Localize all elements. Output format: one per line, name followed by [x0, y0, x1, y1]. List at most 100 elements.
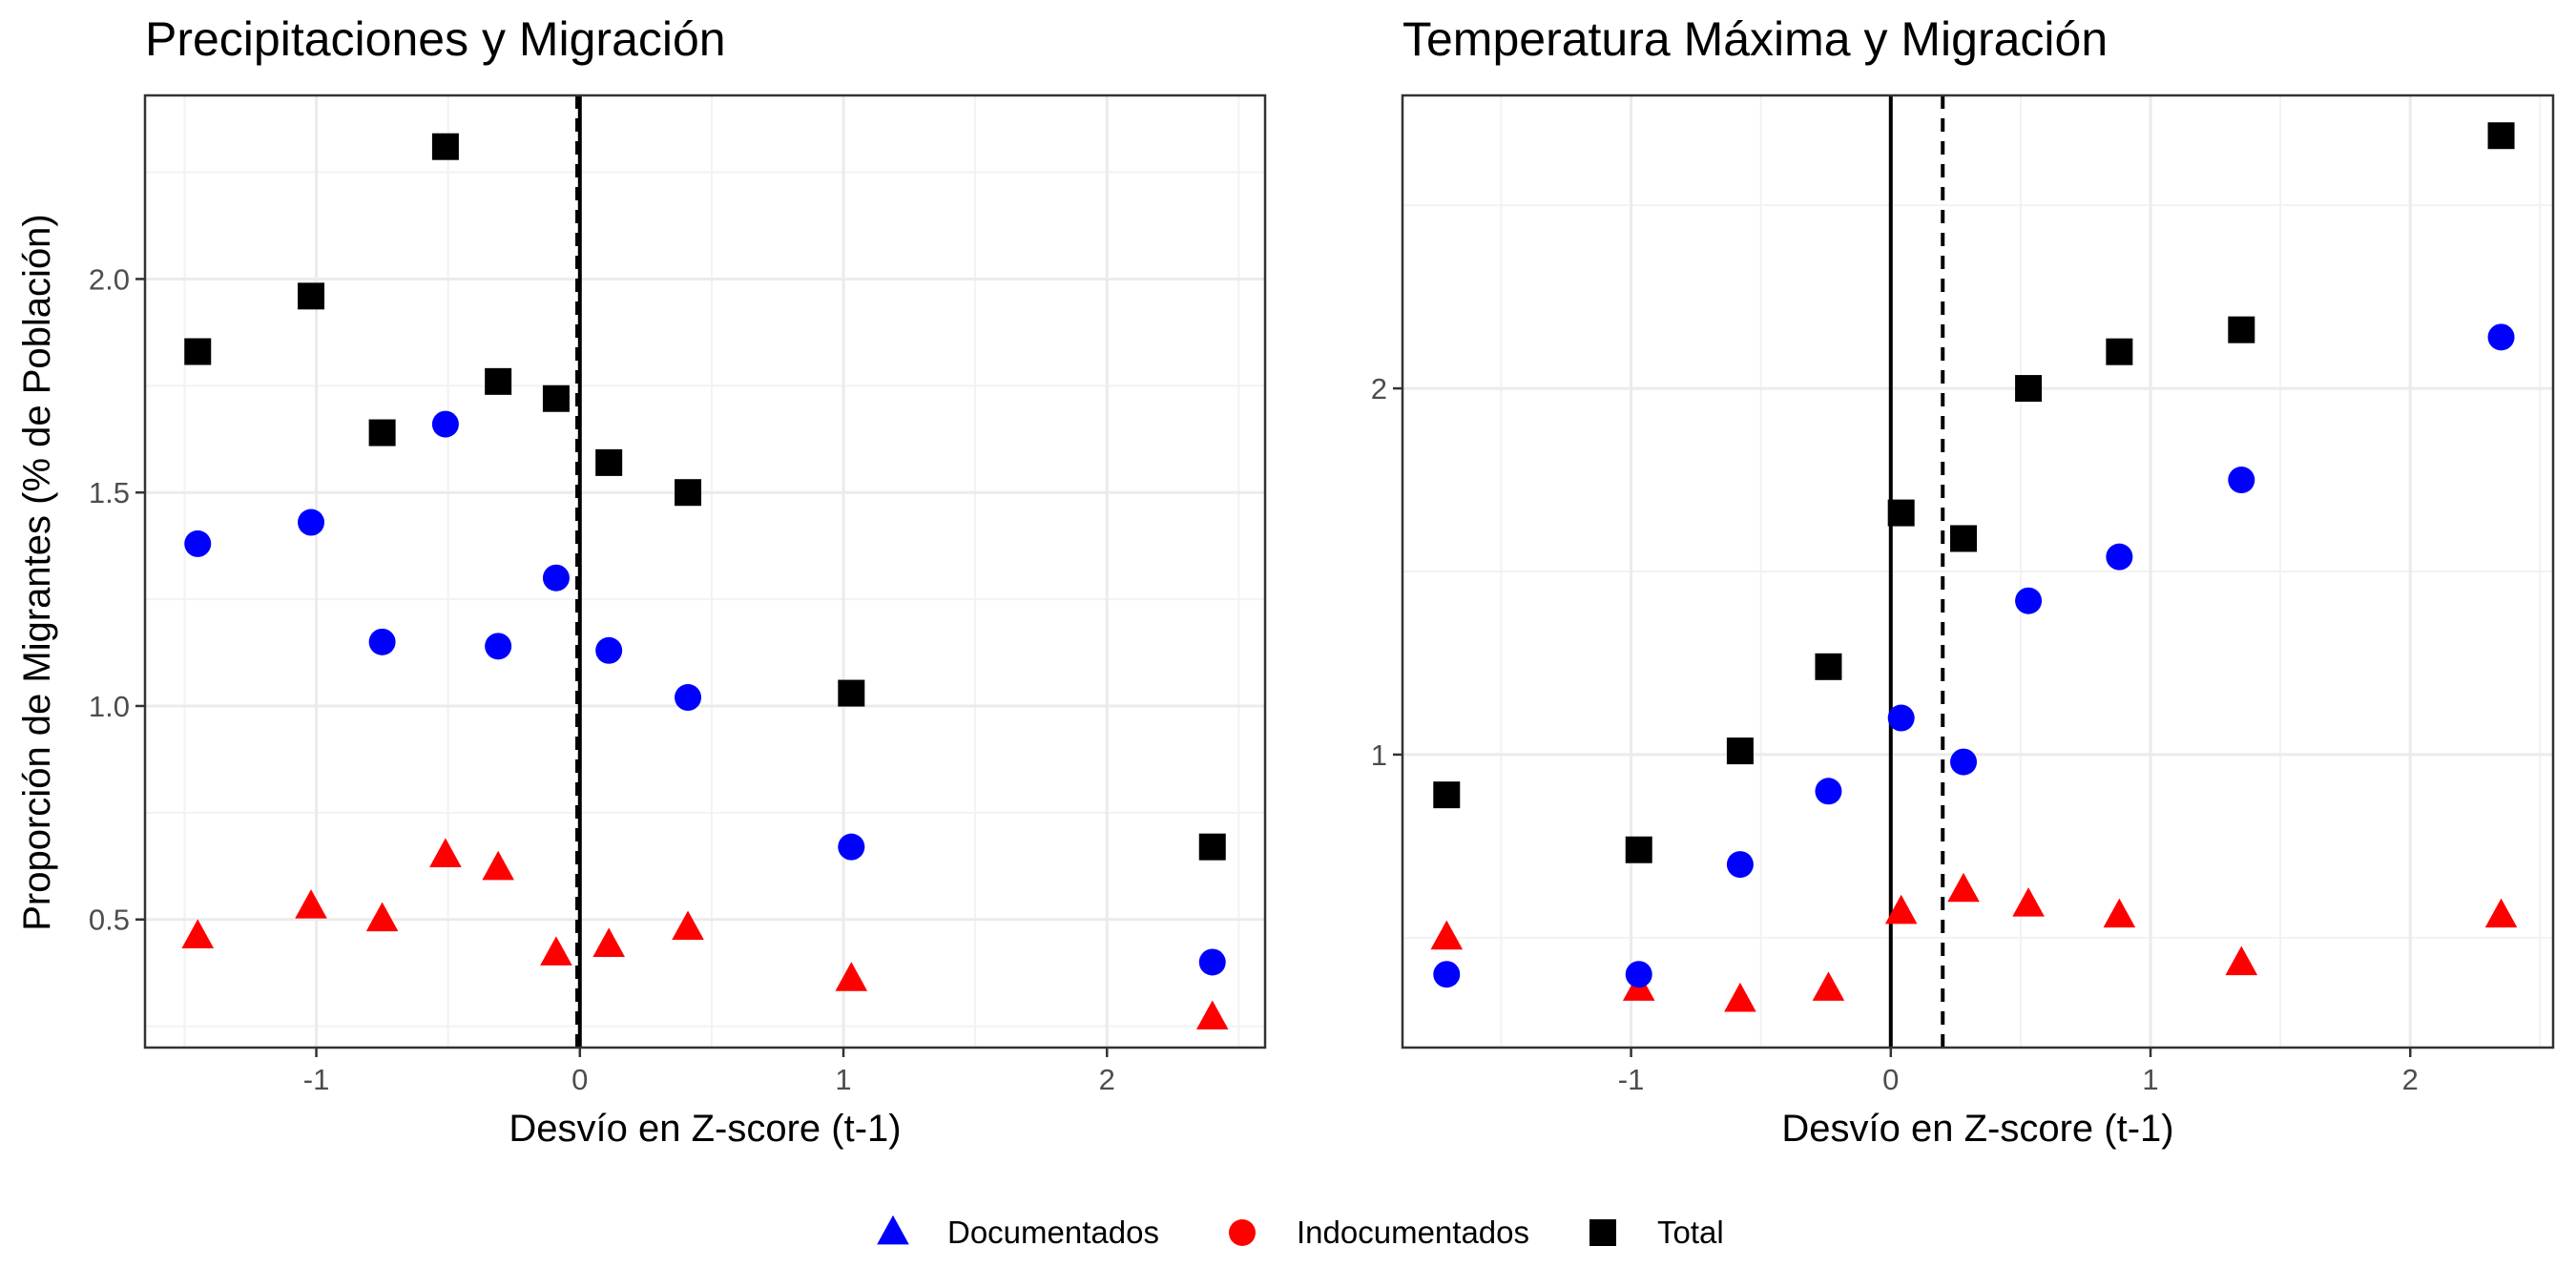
series-triangle — [181, 838, 1229, 1030]
grid — [145, 95, 1265, 1048]
data-point-triangle — [365, 902, 399, 932]
series-square — [1433, 122, 2515, 863]
data-point-square — [1726, 737, 1754, 765]
x-tick-label: 1 — [835, 1063, 851, 1096]
data-point-triangle — [1947, 872, 1980, 903]
data-point-square — [675, 479, 702, 507]
data-point-circle — [595, 636, 623, 664]
data-point-circle — [1625, 961, 1652, 988]
x-tick-label: -1 — [303, 1063, 330, 1096]
data-point-circle — [2106, 543, 2133, 571]
y-tick-label: 0.5 — [89, 904, 130, 937]
data-point-triangle — [295, 889, 327, 919]
x-tick-label: 0 — [571, 1063, 588, 1096]
data-point-circle — [184, 530, 212, 557]
data-point-triangle — [1724, 982, 1756, 1012]
data-point-circle — [1198, 948, 1226, 976]
x-tick-label: -1 — [1618, 1063, 1645, 1096]
series-circle — [1433, 323, 2515, 988]
data-point-triangle — [2484, 898, 2518, 928]
data-point-circle — [431, 410, 459, 438]
data-point-triangle — [2012, 887, 2045, 917]
data-point-triangle — [482, 850, 514, 881]
data-point-square — [595, 448, 623, 476]
data-point-square — [184, 338, 212, 365]
data-point-square — [368, 419, 396, 447]
data-point-circle — [2015, 587, 2043, 614]
panel-2: -1 0 1 2 1 2 Temperatura Máxima y Migración Des… — [1371, 12, 2555, 1150]
data-point-circle — [675, 684, 702, 712]
data-point-square — [2487, 122, 2515, 150]
data-point-square — [838, 679, 865, 707]
x-axis-label: Desvío en Z-score (t-1) — [1781, 1108, 2173, 1150]
data-point-square — [542, 384, 570, 412]
data-point-triangle — [1195, 1000, 1229, 1030]
data-point-square — [2015, 375, 2043, 403]
legend: Documentados Indocumentados Total — [877, 1215, 1724, 1250]
data-point-circle — [2228, 467, 2255, 494]
data-point-circle — [1887, 704, 1915, 732]
legend-key-square — [1589, 1219, 1616, 1246]
data-point-triangle — [1430, 920, 1464, 950]
data-point-circle — [368, 628, 396, 655]
y-axis-label: Proporción de Migrantes (% de Población) — [16, 214, 58, 931]
x-tick-label: 2 — [1099, 1063, 1115, 1096]
data-point-square — [1625, 836, 1652, 863]
data-point-circle — [1726, 851, 1754, 879]
data-point-triangle — [835, 962, 868, 991]
panel-1: -1 0 1 2 0.5 1.0 1.5 2.0 Precipitaciones y Migra… — [89, 12, 1267, 1150]
panel-border — [143, 93, 1267, 1049]
x-tick-label: 2 — [2402, 1063, 2419, 1096]
data-point-triangle — [540, 936, 572, 966]
panel-title: Precipitaciones y Migración — [145, 12, 726, 66]
data-point-square — [298, 282, 325, 310]
data-point-triangle — [181, 919, 215, 948]
data-point-square — [2106, 338, 2133, 365]
data-point-square — [1433, 781, 1461, 809]
data-point-triangle — [1812, 971, 1845, 1001]
x-axis-label: Desvío en Z-score (t-1) — [509, 1108, 901, 1150]
legend-label: Indocumentados — [1297, 1215, 1529, 1250]
legend-key-circle — [1229, 1219, 1256, 1246]
data-point-circle — [1433, 961, 1461, 988]
data-point-circle — [542, 564, 570, 592]
data-point-triangle — [592, 927, 625, 957]
data-point-triangle — [2225, 945, 2258, 976]
panel-title: Temperatura Máxima y Migración — [1402, 12, 2108, 66]
data-point-triangle — [429, 838, 462, 867]
series-triangle — [1430, 872, 2518, 1012]
data-point-triangle — [672, 910, 704, 941]
data-point-circle — [1815, 778, 1842, 805]
y-tick-label: 2 — [1371, 372, 1387, 405]
legend-label: Total — [1657, 1215, 1724, 1250]
data-point-circle — [838, 833, 865, 861]
legend-item-indocumentados: Indocumentados — [1229, 1215, 1529, 1250]
data-point-triangle — [2103, 898, 2136, 928]
plot-background — [145, 95, 1265, 1048]
data-point-circle — [485, 633, 512, 660]
data-point-square — [485, 367, 512, 395]
x-tick-label: 0 — [1882, 1063, 1899, 1096]
data-point-circle — [298, 509, 325, 536]
legend-item-total: Total — [1589, 1215, 1724, 1250]
data-point-triangle — [1884, 894, 1918, 924]
data-point-circle — [2487, 323, 2515, 351]
legend-label: Documentados — [947, 1215, 1159, 1250]
data-point-square — [1887, 499, 1915, 527]
data-point-square — [431, 133, 459, 160]
y-tick-label: 1.0 — [89, 690, 130, 723]
y-tick-label: 1.5 — [89, 476, 130, 509]
data-point-square — [1198, 833, 1226, 861]
y-tick-label: 2.0 — [89, 262, 130, 296]
legend-key-triangle — [877, 1215, 909, 1245]
x-tick-label: 1 — [2142, 1063, 2158, 1096]
y-tick-label: 1 — [1371, 738, 1387, 772]
legend-item-documentados: Documentados — [877, 1215, 1159, 1250]
series-square — [184, 133, 1226, 861]
data-point-square — [2228, 316, 2255, 343]
data-point-square — [1950, 525, 1978, 552]
panel-border — [1401, 93, 2555, 1049]
data-point-square — [1815, 653, 1842, 680]
data-point-circle — [1950, 748, 1978, 776]
